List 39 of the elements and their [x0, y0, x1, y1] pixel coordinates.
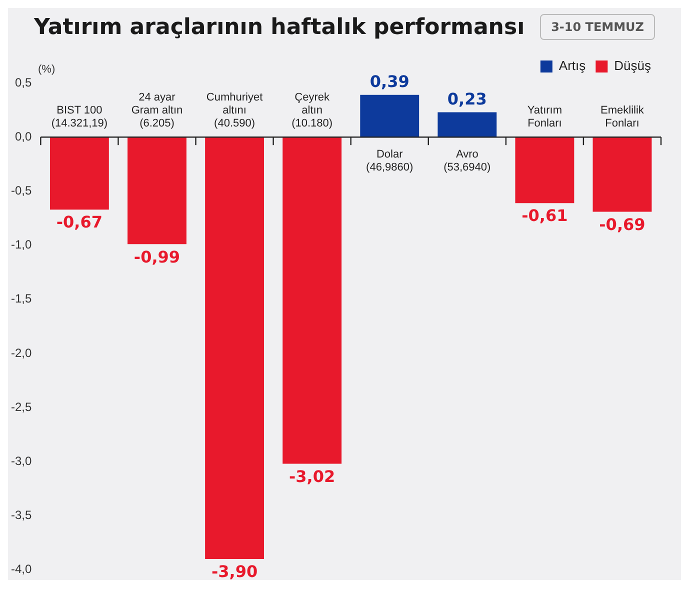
x-tick-label: Cumhuriyet altını (40.590): [206, 92, 263, 130]
bar: [592, 137, 652, 212]
x-tick-label: Avro (53,6940): [444, 148, 491, 174]
y-tick-label: 0,5: [14, 75, 32, 90]
y-tick-label: -2,5: [10, 400, 32, 414]
legend-label: Düşüş: [614, 58, 652, 74]
data-label: -3,90: [211, 562, 258, 582]
chart-title: Yatırım araçlarının haftalık performansı: [34, 14, 525, 40]
y-tick-label: -4,0: [10, 562, 32, 576]
data-label: 0,39: [370, 72, 410, 92]
y-tick-label: -0,5: [10, 183, 32, 198]
x-tick-label: Çeyrek altın (10.180): [292, 92, 333, 130]
x-tick-label: Yatırım Fonları: [527, 104, 562, 130]
legend-label: Artış: [558, 58, 586, 74]
x-tick-label: BIST 100 (14.321,19): [51, 104, 108, 130]
x-tick-label: Dolar (46,9860): [366, 148, 414, 174]
y-tick-label: 0,0: [14, 129, 32, 144]
data-label: -0,69: [599, 214, 646, 234]
y-tick-label: -2,0: [10, 346, 32, 360]
y-tick-label: -1,5: [10, 292, 32, 306]
y-axis-title: (%): [38, 64, 56, 76]
y-tick-label: -3,5: [10, 508, 32, 522]
bar: [360, 94, 420, 138]
x-tick-label: 24 ayar Gram altın (6.205): [131, 92, 183, 130]
y-tick-label: -3,0: [10, 454, 32, 468]
chart-subtitle: 3-10 TEMMUZ: [540, 14, 655, 40]
y-tick-label: -1,0: [10, 238, 32, 252]
bar: [515, 137, 574, 204]
data-label: -0,67: [56, 212, 103, 232]
bar: [438, 112, 497, 138]
bar: [205, 137, 264, 559]
bar: [50, 137, 109, 210]
data-label: -0,61: [522, 206, 568, 226]
bar: [128, 137, 186, 244]
data-label: 0,23: [447, 89, 487, 108]
bar: [282, 137, 342, 464]
x-tick-label: Emeklilik Fonları: [600, 104, 644, 130]
data-label: -0,99: [134, 247, 180, 266]
data-label: -3,02: [289, 466, 336, 486]
